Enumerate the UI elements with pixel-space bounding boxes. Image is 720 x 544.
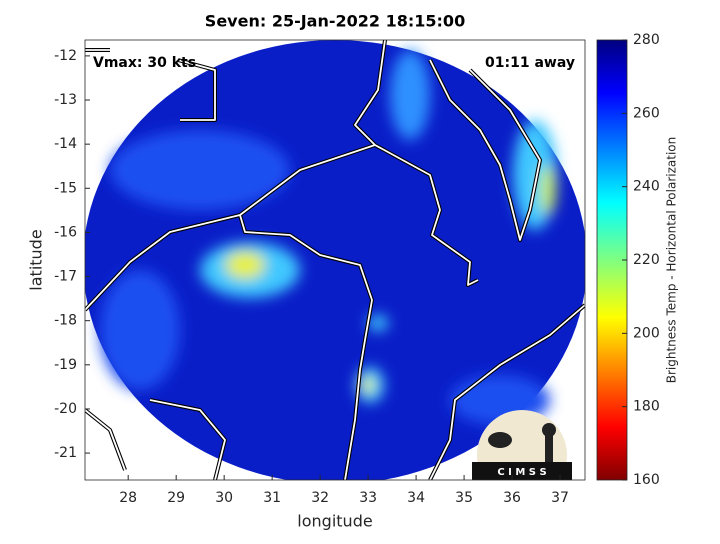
x-tick-label: 29 bbox=[167, 490, 185, 506]
chart-title: Seven: 25-Jan-2022 18:15:00 bbox=[205, 12, 465, 31]
y-tick-label: -12 bbox=[54, 48, 77, 64]
x-tick-label: 31 bbox=[263, 490, 281, 506]
y-tick-label: -19 bbox=[54, 357, 77, 373]
x-tick-label: 35 bbox=[455, 490, 473, 506]
x-tick-label: 33 bbox=[359, 490, 377, 506]
colorbar-tick-label: 160 bbox=[633, 472, 660, 488]
annotation: Vmax: 30 kts bbox=[93, 55, 196, 71]
x-tick-label: 28 bbox=[119, 490, 137, 506]
colorbar-tick-label: 220 bbox=[633, 252, 660, 268]
colorbar-tick-label: 180 bbox=[633, 399, 660, 415]
y-tick-label: -16 bbox=[54, 224, 77, 240]
y-tick-label: -18 bbox=[54, 313, 77, 329]
colorbar-label: Brightness Temp - Horizontal Polarizatio… bbox=[665, 137, 679, 384]
y-tick-label: -17 bbox=[54, 269, 77, 285]
x-tick-label: 34 bbox=[407, 490, 425, 506]
x-tick-label: 30 bbox=[215, 490, 233, 506]
plot-frame bbox=[84, 39, 586, 481]
colorbar-tick-label: 240 bbox=[633, 179, 660, 195]
map-area: C I M S S bbox=[85, 40, 585, 480]
y-tick-label: -14 bbox=[54, 136, 77, 152]
colorbar-tick-label: 280 bbox=[633, 32, 660, 48]
colorbar-tick-label: 200 bbox=[633, 325, 660, 341]
x-tick-label: 36 bbox=[503, 490, 521, 506]
borders bbox=[85, 40, 585, 480]
y-tick-label: -15 bbox=[54, 180, 77, 196]
logo-text: C I M S S bbox=[497, 467, 546, 478]
y-tick-label: -20 bbox=[54, 401, 77, 417]
y-axis-label: latitude bbox=[27, 229, 46, 290]
x-axis-label: longitude bbox=[297, 512, 372, 531]
logo: C I M S S bbox=[472, 410, 572, 480]
x-tick-label: 32 bbox=[311, 490, 329, 506]
x-tick-label: 37 bbox=[551, 490, 569, 506]
y-tick-label: -21 bbox=[54, 445, 77, 461]
colorbar-tick-label: 260 bbox=[633, 105, 660, 121]
y-tick-label: -13 bbox=[54, 92, 77, 108]
annotation: 01:11 away bbox=[485, 55, 575, 71]
